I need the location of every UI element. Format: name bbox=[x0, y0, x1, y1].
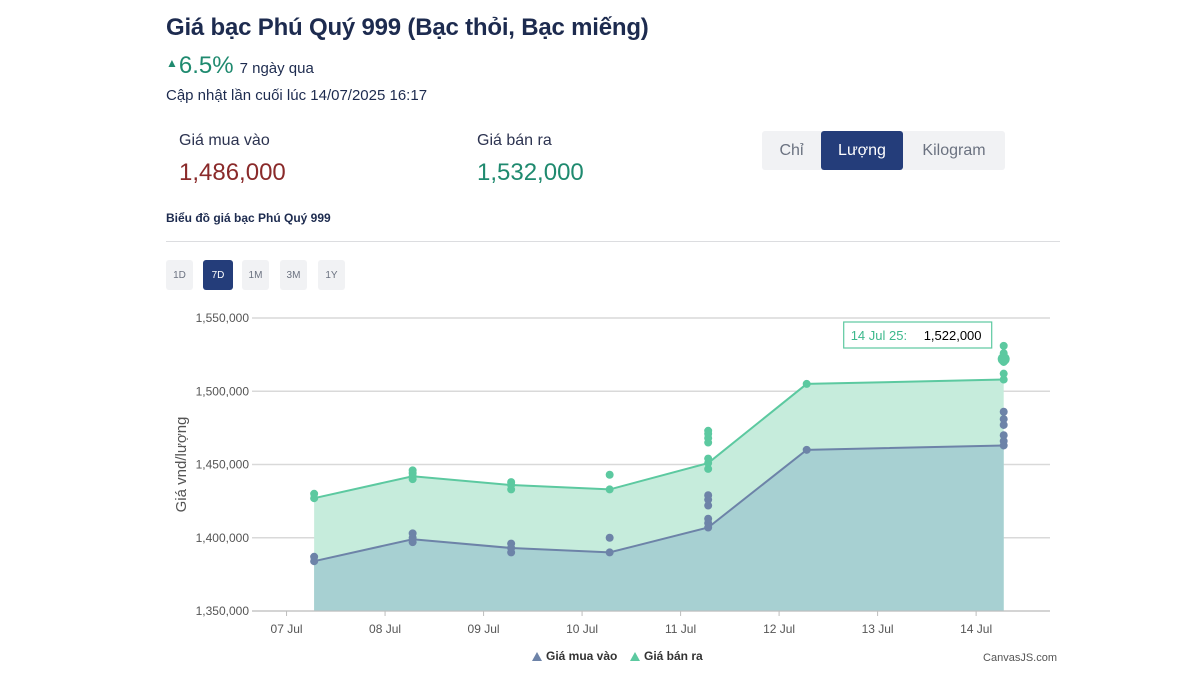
sell-point bbox=[408, 466, 417, 475]
unit-selector: Chỉ Lượng Kilogram bbox=[762, 131, 1005, 170]
x-tick-label: 09 Jul bbox=[468, 622, 500, 636]
buy-price-value: 1,486,000 bbox=[179, 159, 286, 186]
range-button-1d[interactable]: 1D bbox=[166, 260, 193, 290]
legend-marker-sell bbox=[630, 652, 640, 661]
sell-price-block: Giá bán ra 1,532,000 bbox=[477, 132, 584, 187]
sell-price-value: 1,532,000 bbox=[477, 159, 584, 186]
sell-point bbox=[605, 470, 614, 479]
change-period-label: 7 ngày qua bbox=[239, 60, 314, 77]
y-tick-label: 1,450,000 bbox=[196, 458, 250, 472]
buy-price-label: Giá mua vào bbox=[179, 132, 270, 149]
buy-price-block: Giá mua vào 1,486,000 bbox=[179, 132, 286, 187]
buy-point bbox=[704, 491, 713, 500]
price-chart: 1,350,000 1,400,000 1,450,000 1,500,000 1,55… bbox=[173, 311, 1057, 664]
sell-point bbox=[310, 489, 319, 498]
arrow-up-icon: ▲ bbox=[166, 56, 178, 70]
y-tick-label: 1,550,000 bbox=[196, 311, 250, 325]
buy-point bbox=[507, 539, 516, 548]
last-updated: Cập nhật lần cuối lúc 14/07/2025 16:17 bbox=[166, 87, 428, 104]
tooltip-label: 14 Jul 25: bbox=[851, 328, 907, 343]
x-tick-label: 10 Jul bbox=[566, 622, 598, 636]
buy-point bbox=[704, 501, 713, 510]
sell-point bbox=[802, 379, 811, 388]
highlight-point bbox=[997, 353, 1010, 366]
sell-point bbox=[704, 454, 713, 463]
buy-point bbox=[999, 415, 1008, 424]
buy-point bbox=[605, 533, 614, 542]
sell-point bbox=[605, 485, 614, 494]
y-axis-title: Giá vnd/lượng bbox=[173, 417, 190, 513]
buy-point bbox=[999, 420, 1008, 429]
buy-point bbox=[999, 437, 1008, 446]
x-tick-label: 14 Jul bbox=[960, 622, 992, 636]
buy-point bbox=[408, 529, 417, 538]
chart-credit: CanvasJS.com bbox=[983, 652, 1057, 664]
sell-point bbox=[999, 341, 1008, 350]
x-tick-label: 07 Jul bbox=[271, 622, 303, 636]
sell-point bbox=[999, 375, 1008, 384]
range-button-1m[interactable]: 1M bbox=[242, 260, 269, 290]
sell-price-label: Giá bán ra bbox=[477, 132, 552, 149]
change-percent: 6.5% bbox=[178, 52, 234, 79]
range-button-1y[interactable]: 1Y bbox=[318, 260, 345, 290]
unit-button-luong[interactable]: Lượng bbox=[821, 131, 903, 170]
x-tick-label: 12 Jul bbox=[763, 622, 795, 636]
buy-point bbox=[704, 514, 713, 523]
sell-point bbox=[704, 464, 713, 473]
buy-point bbox=[605, 548, 614, 557]
x-tick-label: 13 Jul bbox=[862, 622, 894, 636]
sell-point bbox=[704, 426, 713, 435]
range-button-3m[interactable]: 3M bbox=[280, 260, 307, 290]
sell-point bbox=[999, 369, 1008, 378]
legend-label-sell: Giá bán ra bbox=[644, 649, 703, 663]
legend-marker-buy bbox=[532, 652, 542, 661]
divider bbox=[166, 241, 1060, 242]
buy-point bbox=[999, 407, 1008, 416]
buy-point bbox=[802, 445, 811, 454]
y-tick-label: 1,400,000 bbox=[196, 531, 250, 545]
tooltip-box bbox=[843, 321, 993, 349]
price-change: ▲ 6.5% 7 ngày qua bbox=[166, 52, 314, 80]
tooltip-value: 1,522,000 bbox=[924, 328, 982, 343]
buy-area bbox=[314, 445, 1004, 611]
page-title: Giá bạc Phú Quý 999 (Bạc thỏi, Bạc miếng… bbox=[166, 14, 649, 41]
buy-point bbox=[310, 552, 319, 561]
x-tick-label: 11 Jul bbox=[665, 622, 696, 636]
unit-button-kilogram[interactable]: Kilogram bbox=[922, 141, 986, 159]
range-button-7d[interactable]: 7D bbox=[203, 260, 233, 290]
chart-caption: Biểu đồ giá bạc Phú Quý 999 bbox=[166, 211, 331, 225]
buy-point bbox=[999, 431, 1008, 440]
y-tick-label: 1,500,000 bbox=[196, 384, 250, 398]
unit-button-chi[interactable]: Chỉ bbox=[779, 141, 804, 159]
sell-point bbox=[507, 478, 516, 487]
y-tick-label: 1,350,000 bbox=[196, 604, 250, 618]
x-tick-label: 08 Jul bbox=[369, 622, 401, 636]
legend-label-buy: Giá mua vào bbox=[546, 649, 617, 663]
